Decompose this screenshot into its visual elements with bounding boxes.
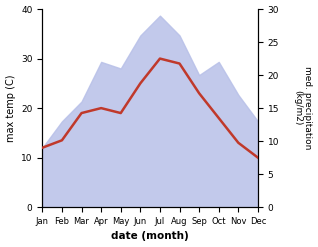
Y-axis label: med. precipitation
(kg/m2): med. precipitation (kg/m2) xyxy=(293,66,313,150)
Y-axis label: max temp (C): max temp (C) xyxy=(5,74,16,142)
X-axis label: date (month): date (month) xyxy=(111,231,189,242)
